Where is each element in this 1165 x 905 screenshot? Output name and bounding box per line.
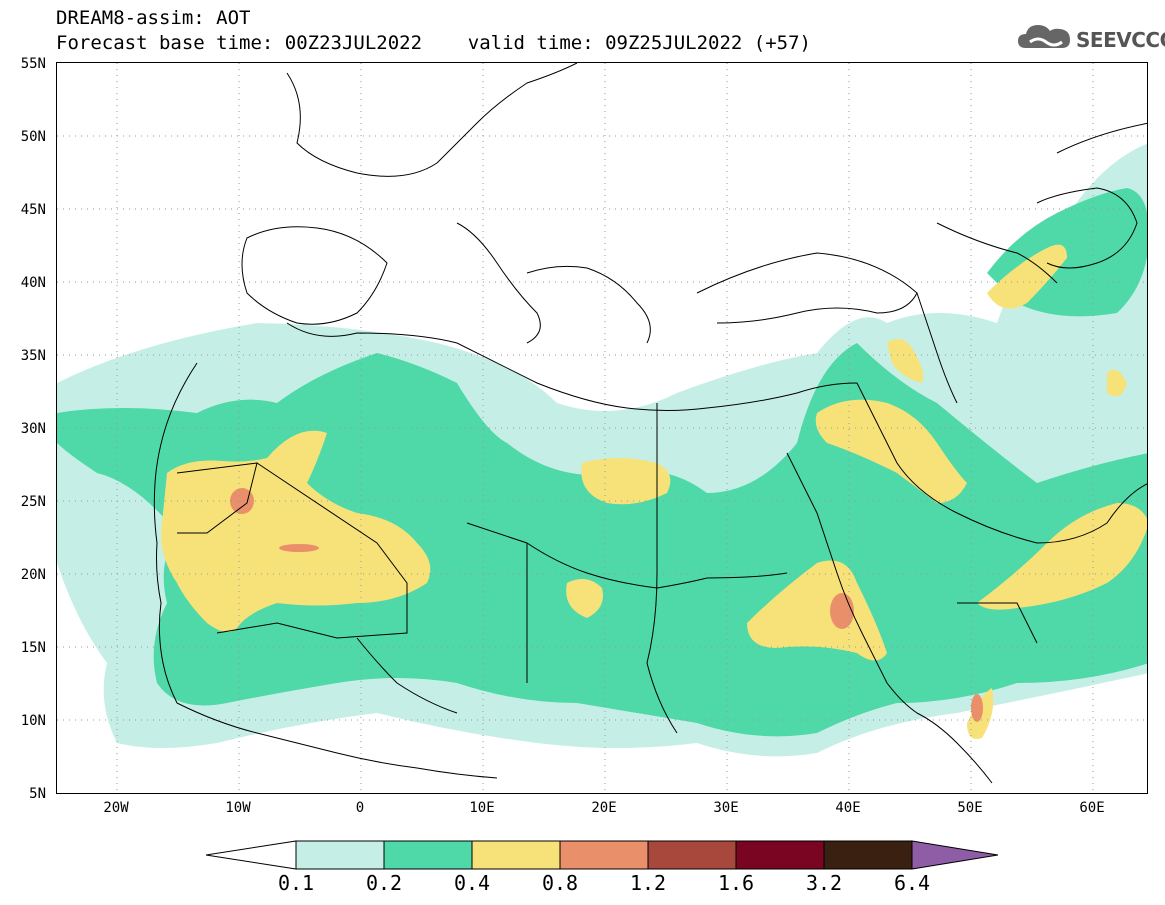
x-tick-label: 60E [1079,800,1105,816]
colorbar-swatch [295,840,385,870]
x-tick-label: 20E [591,800,617,816]
forecast-time-line: Forecast base time: 00Z23JUL2022 valid t… [56,32,811,54]
colorbar [206,840,998,870]
y-tick-label: 20N [20,567,46,583]
colorbar-swatch [823,840,913,870]
colorbar-swatch [647,840,737,870]
y-tick-label: 45N [20,202,46,218]
colorbar-label: 6.4 [893,871,931,895]
colorbar-swatch [383,840,473,870]
colorbar-label: 0.1 [277,871,315,895]
seevccc-logo: SEEVCCC [1016,20,1165,60]
graticule [57,63,1147,793]
y-tick-label: 30N [20,421,46,437]
y-tick-label: 25N [20,494,46,510]
y-tick-label: 40N [20,275,46,291]
colorbar-high-arrow [911,840,998,870]
logo-text: SEEVCCC [1076,28,1165,52]
colorbar-label: 0.4 [453,871,491,895]
y-tick-label: 15N [20,640,46,656]
x-tick-label: 40E [835,800,861,816]
colorbar-label: 0.8 [541,871,579,895]
aot-map [56,62,1148,794]
colorbar-label: 1.6 [717,871,755,895]
x-tick-label: 30E [713,800,739,816]
x-tick-label: 20W [103,800,129,816]
y-tick-label: 55N [20,56,46,72]
y-tick-label: 35N [20,348,46,364]
x-tick-label: 50E [957,800,983,816]
x-tick-label: 10E [469,800,495,816]
colorbar-swatch [735,840,825,870]
y-tick-label: 50N [20,129,46,145]
y-tick-label: 10N [20,713,46,729]
map-title: DREAM8-assim: AOT [56,7,251,29]
coastlines-borders [153,63,1147,784]
cloud-icon [1018,25,1070,48]
colorbar-label: 3.2 [805,871,843,895]
x-tick-label: 10W [225,800,251,816]
colorbar-swatch [559,840,649,870]
x-tick-label: 0 [355,800,365,816]
colorbar-low-arrow [206,840,297,870]
colorbar-swatch [471,840,561,870]
colorbar-label: 1.2 [629,871,667,895]
colorbar-label: 0.2 [365,871,403,895]
y-tick-label: 5N [29,786,46,802]
